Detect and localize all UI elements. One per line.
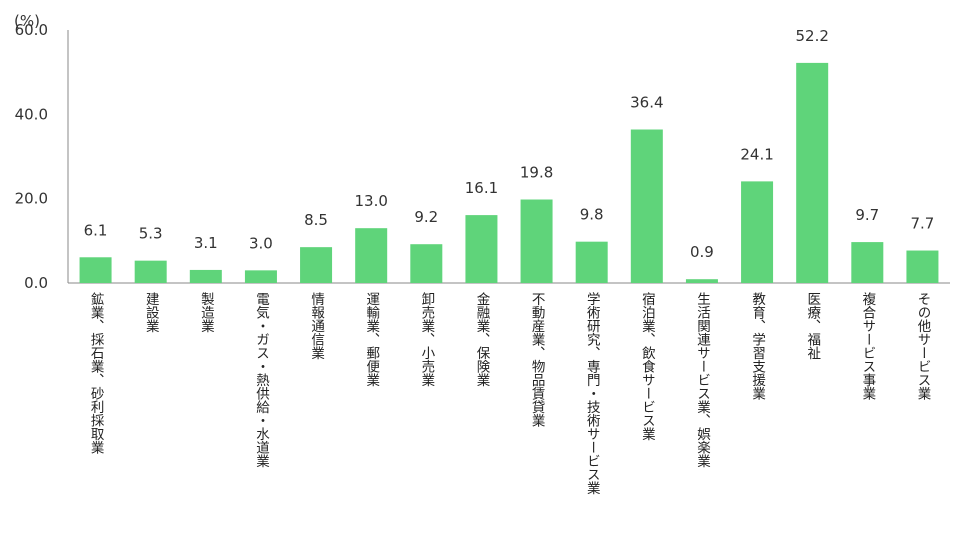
bar: [79, 257, 112, 283]
bar: [355, 228, 388, 283]
y-tick-label: 0.0: [24, 274, 48, 292]
y-tick-label: 20.0: [15, 190, 48, 208]
bar: [575, 241, 608, 283]
bar: [244, 270, 277, 283]
category-label: 不動産業、物品賃貸業: [529, 292, 546, 427]
y-axis-unit-label: (%): [14, 12, 40, 30]
bar-series: [79, 62, 939, 283]
category-label: 運輸業、郵便業: [363, 292, 380, 387]
category-label: 製造業: [198, 292, 215, 333]
category-label: 鉱業、採石業、砂利採取業: [88, 292, 105, 455]
bar-value-label: 9.8: [580, 206, 604, 224]
bar: [796, 62, 829, 283]
bar: [465, 215, 498, 283]
bar-value-label: 8.5: [304, 211, 328, 229]
bar-value-label: 0.9: [690, 243, 714, 261]
bar: [410, 244, 443, 283]
category-label: 医療、福祉: [804, 292, 821, 361]
bar-value-label: 9.2: [414, 208, 438, 226]
bar: [630, 129, 663, 283]
bar-value-label: 24.1: [740, 145, 773, 163]
bar-value-label: 52.2: [795, 27, 828, 45]
category-label: 卸売業、小売業: [418, 292, 435, 387]
bar-value-label: 9.7: [855, 206, 879, 224]
bar-value-label: 36.4: [630, 94, 663, 112]
bar: [851, 242, 884, 283]
bar: [685, 279, 718, 283]
category-label: 情報通信業: [308, 292, 325, 360]
bar: [906, 250, 939, 283]
category-label: 宿泊業、飲食サービス業: [639, 291, 656, 441]
bar: [300, 247, 333, 283]
category-label: 生活関連サービス業、娯楽業: [694, 292, 711, 468]
category-labels: 鉱業、採石業、砂利採取業 建設業 製造業 電気・ガス・熱供給・水道業 情報通信業 運輸業、…: [88, 291, 932, 495]
category-label: 複合サービス事業: [859, 291, 876, 401]
category-label: 教育、学習支援業: [749, 292, 766, 401]
bar-value-label: 16.1: [465, 179, 498, 197]
category-label: 学術研究、専門・技術サービス業: [584, 292, 601, 495]
bar-value-label: 6.1: [84, 221, 108, 239]
bar: [520, 199, 553, 283]
value-labels: 6.1 5.3 3.1 3.0 8.5 13.0 9.2 16.1 19.8 9.8 36.4 0.9…: [84, 27, 935, 261]
bar-value-label: 3.1: [194, 234, 218, 252]
y-tick-label: 40.0: [15, 105, 48, 123]
y-axis-ticks: 0.0 20.0 40.0 60.0: [15, 21, 48, 292]
y-tick-label: 60.0: [15, 21, 48, 39]
bar-value-label: 3.0: [249, 234, 273, 252]
category-label: 金融業、保険業: [473, 292, 490, 387]
bar: [134, 260, 167, 283]
bar: [189, 269, 222, 283]
bar: [741, 181, 774, 283]
bar-value-label: 7.7: [911, 215, 935, 233]
category-label: 電気・ガス・熱供給・水道業: [253, 292, 270, 468]
bar-value-label: 19.8: [520, 164, 553, 182]
category-label: その他サービス業: [914, 292, 931, 400]
bar-value-label: 5.3: [139, 225, 163, 243]
category-label: 建設業: [143, 292, 160, 333]
bar-value-label: 13.0: [354, 192, 387, 210]
